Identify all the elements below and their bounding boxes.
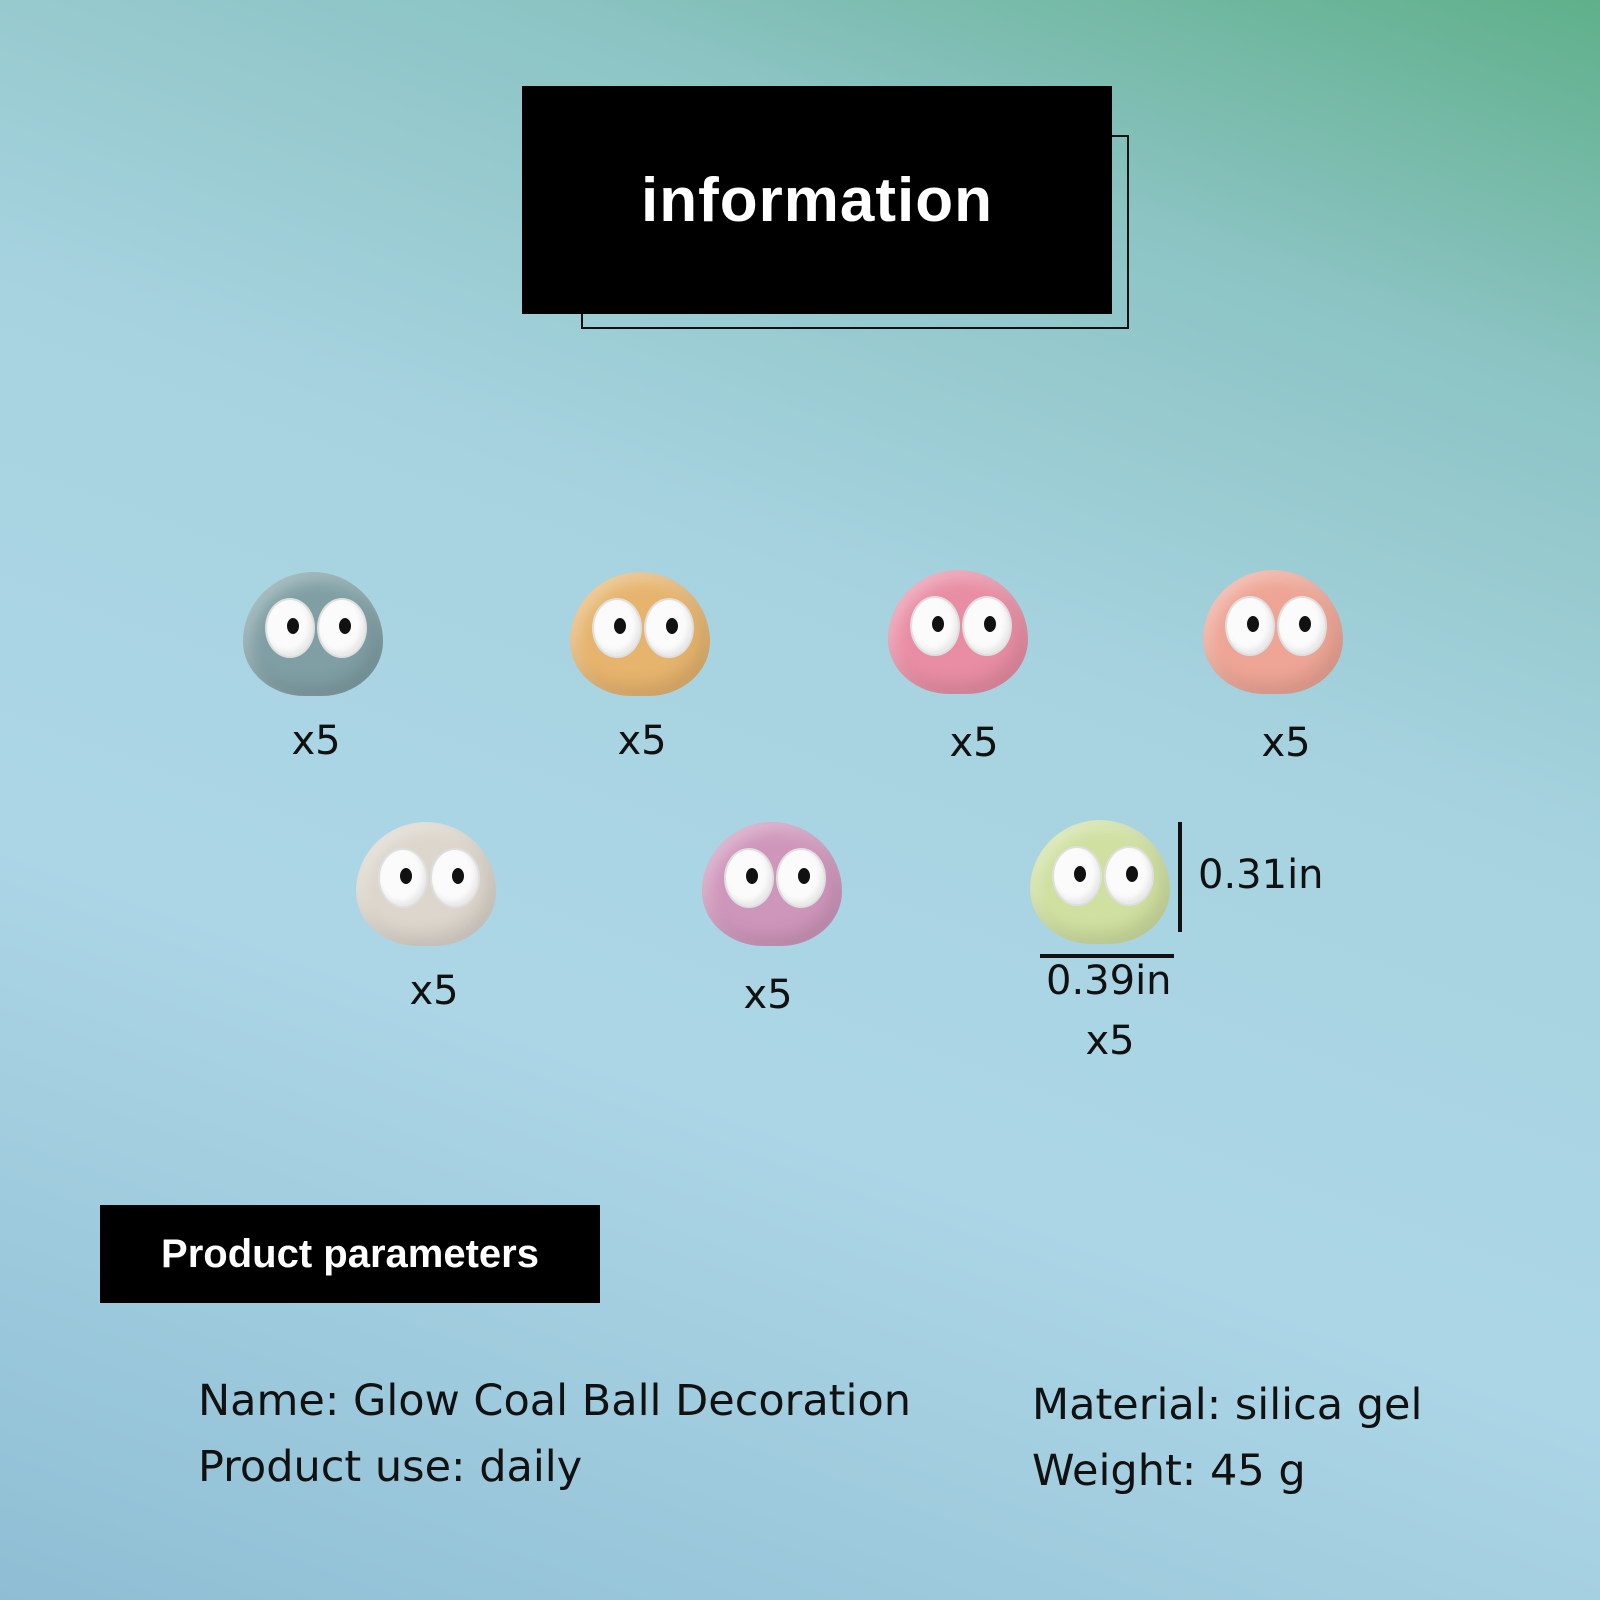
product-quantity-6: x5 xyxy=(743,972,793,1018)
eye-icon xyxy=(1052,846,1102,906)
eye-icon xyxy=(378,848,428,908)
product-ball-1 xyxy=(243,572,383,696)
product-quantity-3: x5 xyxy=(949,720,999,766)
product-ball-2 xyxy=(570,572,710,696)
eye-icon xyxy=(592,598,642,658)
height-dimension-label: 0.31in xyxy=(1198,852,1324,898)
product-quantity-4: x5 xyxy=(1261,720,1311,766)
eye-icon xyxy=(776,848,826,908)
spec-name: Name: Glow Coal Ball Decoration xyxy=(198,1376,912,1426)
parameters-banner: Product parameters xyxy=(100,1205,600,1303)
product-quantity-2: x5 xyxy=(617,718,667,764)
product-quantity-7: x5 xyxy=(1085,1018,1135,1064)
page-title: information xyxy=(641,165,993,235)
spec-material: Material: silica gel xyxy=(1032,1380,1423,1430)
eye-icon xyxy=(962,596,1012,656)
eye-icon xyxy=(265,598,315,658)
product-quantity-1: x5 xyxy=(291,718,341,764)
product-ball-4 xyxy=(1203,570,1343,694)
parameters-title: Product parameters xyxy=(161,1231,539,1276)
spec-use: Product use: daily xyxy=(198,1442,583,1492)
eye-icon xyxy=(1225,596,1275,656)
title-banner: information xyxy=(522,86,1112,314)
height-dimension-line xyxy=(1178,822,1182,932)
product-quantity-5: x5 xyxy=(409,968,459,1014)
eye-icon xyxy=(317,598,367,658)
eye-icon xyxy=(430,848,480,908)
product-ball-3 xyxy=(888,570,1028,694)
width-dimension-label: 0.39in xyxy=(1046,958,1172,1004)
eye-icon xyxy=(644,598,694,658)
spec-weight: Weight: 45 g xyxy=(1032,1446,1306,1496)
product-ball-5 xyxy=(356,822,496,946)
width-dimension-line xyxy=(1040,954,1174,958)
eye-icon xyxy=(910,596,960,656)
eye-icon xyxy=(1277,596,1327,656)
eye-icon xyxy=(1104,846,1154,906)
eye-icon xyxy=(724,848,774,908)
product-ball-6 xyxy=(702,822,842,946)
product-ball-7 xyxy=(1030,820,1170,944)
